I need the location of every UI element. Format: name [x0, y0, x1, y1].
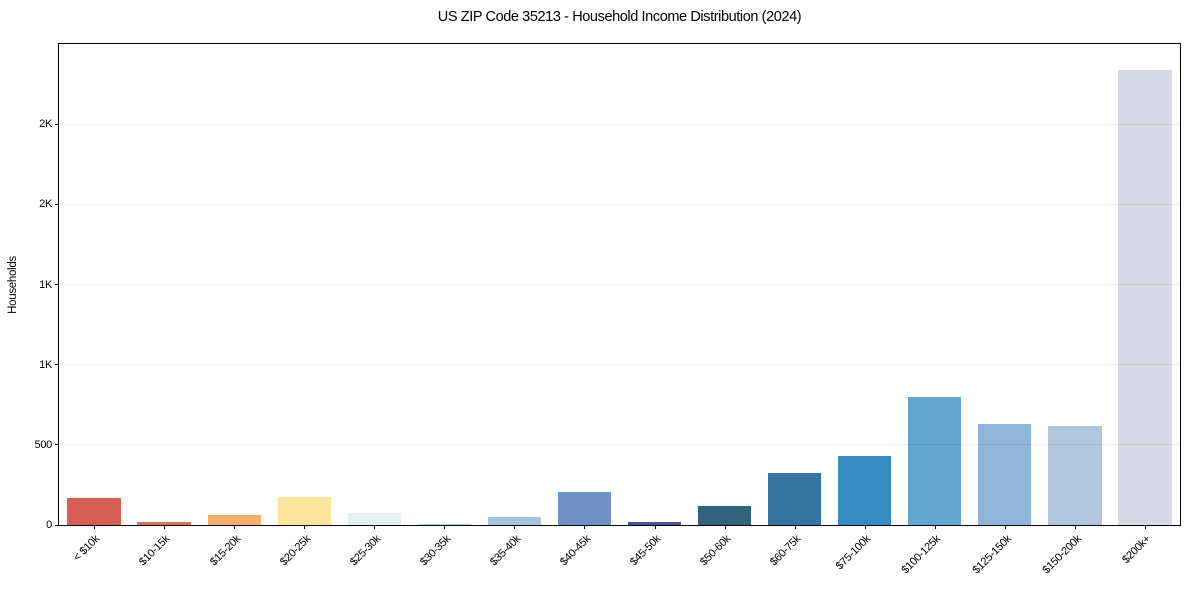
- bar-slot: [620, 44, 690, 525]
- bar-$25-30k: [347, 513, 401, 525]
- bar-slot: [129, 44, 199, 525]
- y-axis-label-text: Households: [7, 255, 19, 314]
- bar-$100-125k: [908, 396, 962, 525]
- x-tick-label: $25-30k: [347, 533, 383, 569]
- x-tick-mark: [584, 525, 586, 529]
- bar-$15-20k: [207, 515, 261, 525]
- y-tick-label: 0: [46, 519, 52, 531]
- plot-area: 0 500 1K 1K 2K 2K < $10k $10-15k $15-20k $20-25k…: [35, 43, 1181, 576]
- bar-slot: [1110, 44, 1180, 525]
- bar-$125-150k: [978, 424, 1032, 525]
- y-tick-label: 1K: [39, 278, 52, 291]
- x-tick-label: < $10k: [71, 533, 103, 564]
- x-tick-label: $100-125k: [899, 533, 944, 577]
- x-tick-label: $200k+: [1120, 533, 1154, 566]
- bar-$10-15k: [137, 522, 191, 525]
- x-tick-label: $50-60k: [697, 533, 734, 569]
- bar-slot: [970, 44, 1040, 525]
- x-tick-mark: [1074, 525, 1076, 529]
- bar-$200k+: [1118, 70, 1172, 525]
- y-tick-mark: [55, 284, 59, 285]
- x-tick-mark: [1004, 525, 1006, 529]
- bar-$30-35k: [417, 523, 471, 525]
- x-tick-mark: [234, 525, 236, 529]
- bar-slot: [760, 44, 830, 525]
- bar-slot: [549, 44, 619, 525]
- x-tick-label: $45-50k: [627, 533, 664, 569]
- bar-slot: [409, 44, 479, 525]
- x-tick-mark: [1144, 525, 1146, 529]
- x-tick-label: $150-200k: [1040, 533, 1084, 577]
- y-tick-label: 2K: [39, 118, 52, 131]
- bar-$75-100k: [838, 456, 892, 525]
- x-tick-label: $75-100k: [833, 533, 874, 573]
- x-tick-mark: [94, 525, 96, 529]
- x-tick-label: $60-75k: [768, 533, 804, 569]
- bar-$45-50k: [627, 521, 682, 525]
- bar-slot: [900, 44, 970, 525]
- bar-slot: [1040, 44, 1110, 525]
- y-tick-label: 1K: [39, 358, 52, 371]
- x-tick-label: $35-40k: [487, 533, 523, 569]
- x-tick-label: $10-15k: [137, 533, 173, 569]
- chart-title: US ZIP Code 35213 - Household Income Dis…: [437, 9, 802, 25]
- bar-slot: [479, 44, 549, 525]
- y-tick-mark: [55, 524, 59, 526]
- bar-slot: [59, 44, 129, 525]
- bar-slot: [690, 44, 760, 525]
- bar-slot: [339, 44, 409, 525]
- x-tick-mark: [934, 525, 936, 529]
- x-tick-mark: [304, 525, 306, 529]
- y-axis-label: Households: [2, 43, 24, 526]
- x-tick-label: $20-25k: [277, 533, 313, 569]
- x-tick-mark: [514, 525, 516, 529]
- bar-$20-25k: [277, 497, 331, 525]
- y-tick-label: 2K: [39, 198, 52, 211]
- bar-$50-60k: [697, 506, 752, 525]
- y-tick-mark: [55, 123, 59, 125]
- x-tick-label: $15-20k: [207, 533, 243, 569]
- x-tick-mark: [374, 525, 376, 529]
- bar-$40-45k: [557, 491, 612, 525]
- bar-slot: [830, 44, 900, 525]
- y-tick-mark: [55, 364, 59, 366]
- y-tick-mark: [55, 444, 59, 446]
- x-tick-mark: [864, 525, 866, 529]
- y-tick-mark: [55, 203, 59, 205]
- x-tick-label: $40-45k: [557, 533, 593, 569]
- bar-$150-200k: [1048, 425, 1102, 525]
- x-tick-mark: [654, 525, 656, 529]
- bar-< $10k: [67, 497, 121, 525]
- bar-$60-75k: [768, 473, 822, 525]
- bar-slot: [199, 44, 269, 525]
- x-tick-label: $125-150k: [969, 533, 1014, 577]
- x-tick-mark: [164, 525, 166, 529]
- bars-container: [59, 44, 1180, 525]
- bar-slot: [269, 44, 339, 525]
- x-tick-mark: [444, 525, 446, 529]
- bar-$35-40k: [487, 517, 542, 525]
- y-tick-label: 500: [34, 438, 53, 451]
- x-tick-label: $30-35k: [417, 533, 453, 569]
- x-tick-mark: [724, 525, 726, 529]
- x-tick-mark: [794, 525, 796, 529]
